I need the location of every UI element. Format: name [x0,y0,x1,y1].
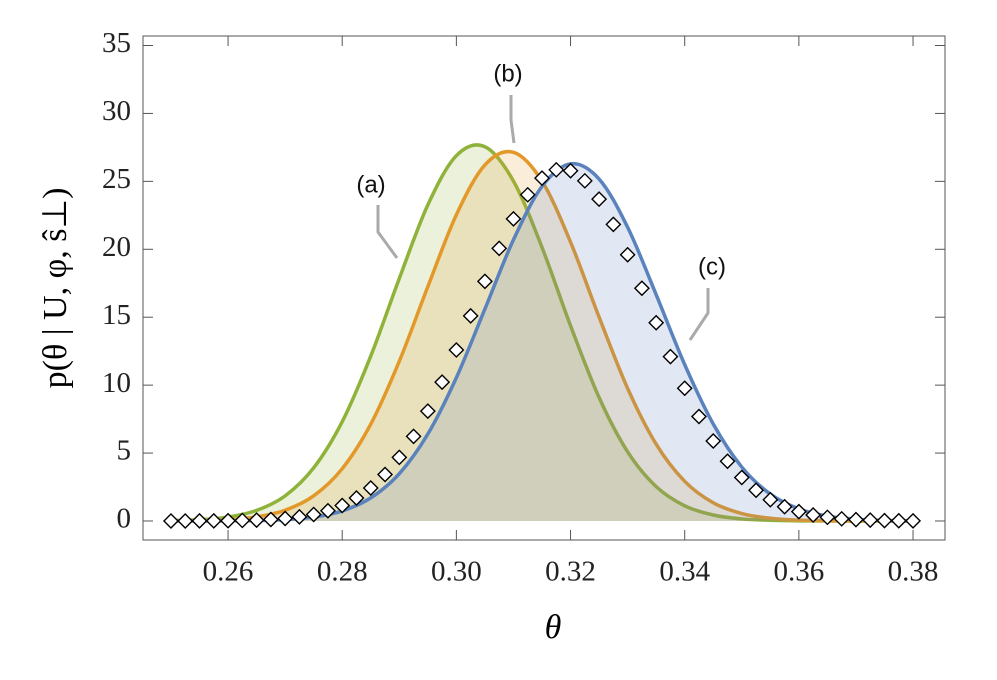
diamond-marker [562,162,579,179]
diamond-marker [434,374,451,391]
diamond-marker [648,314,665,331]
diamond-marker [619,246,636,263]
y-tick-label: 35 [102,27,131,59]
diamond-marker [662,348,679,365]
diamond-marker [448,341,465,358]
diamond-marker [605,216,622,233]
diamond-marker [876,512,893,529]
diamond-marker [676,380,693,397]
diamond-marker [776,498,793,515]
diamond-marker [391,449,408,466]
x-tick-label: 0.30 [431,556,482,588]
curve-label: (c) [698,253,726,280]
diamond-marker [534,170,550,187]
diamond-marker [719,453,736,470]
annotation-leader [688,288,710,341]
diamond-marker [377,466,394,483]
y-tick-label: 20 [102,231,131,263]
diamond-marker [705,432,722,449]
diamond-marker [291,508,308,525]
y-tick-label: 10 [102,367,131,399]
y-tick-label: 15 [102,299,131,331]
x-axis-label: θ [545,609,562,646]
x-tick-label: 0.32 [545,556,596,588]
x-tick-label: 0.26 [203,556,254,588]
diamond-marker [633,280,650,297]
y-axis-label: p(θ | U, φ, ŝ⊥) [37,188,74,389]
diamond-marker [491,240,508,257]
diamond-marker [419,403,436,420]
y-tick-label: 5 [117,435,132,467]
x-tick-label: 0.38 [888,556,939,588]
diamond-marker [191,512,208,529]
diamond-marker [362,479,379,496]
area-fill [170,151,914,522]
diamond-marker [277,510,294,527]
diamond-marker [220,512,237,529]
diamond-marker [519,186,536,203]
diamond-marker [819,509,836,526]
x-tick-label: 0.36 [773,556,824,588]
diamond-marker [905,512,922,529]
curve-label: (b) [493,60,522,87]
diamond-marker [505,210,522,227]
diamond-marker [591,191,608,208]
y-tick-label: 30 [102,95,131,127]
diamond-marker [234,512,251,529]
diamond-marker [462,307,479,324]
diamond-marker [690,408,707,425]
area-fill [170,163,914,521]
annotation-leader [509,95,516,144]
diamond-marker [177,512,194,529]
diamond-marker [733,469,750,486]
diamond-marker [319,502,336,519]
diamond-marker [248,512,265,529]
diamond-marker [847,511,864,528]
diamond-marker [890,512,907,529]
diamond-marker [305,506,322,523]
x-tick-label: 0.34 [659,556,710,588]
diamond-marker [162,512,179,529]
plot-frame [142,35,946,541]
diamond-marker [862,512,879,529]
diamond-marker [548,161,565,178]
y-tick-label: 25 [102,163,131,195]
diamond-marker [205,512,222,529]
area-fill [170,144,914,521]
diamond-marker [805,507,822,523]
annotation-leader [376,205,399,259]
y-tick-label: 0 [117,503,132,535]
diamond-marker [262,511,279,528]
diamond-marker [576,172,593,189]
diamond-marker [748,482,765,499]
diamond-marker [833,510,850,527]
x-tick-label: 0.28 [317,556,368,588]
diamond-marker [348,490,365,507]
diamond-marker [476,273,493,290]
diamond-marker [790,503,807,520]
diamond-marker [405,428,422,445]
diamond-marker [334,497,351,514]
diamond-marker [762,491,779,508]
curve-label: (a) [356,171,385,198]
